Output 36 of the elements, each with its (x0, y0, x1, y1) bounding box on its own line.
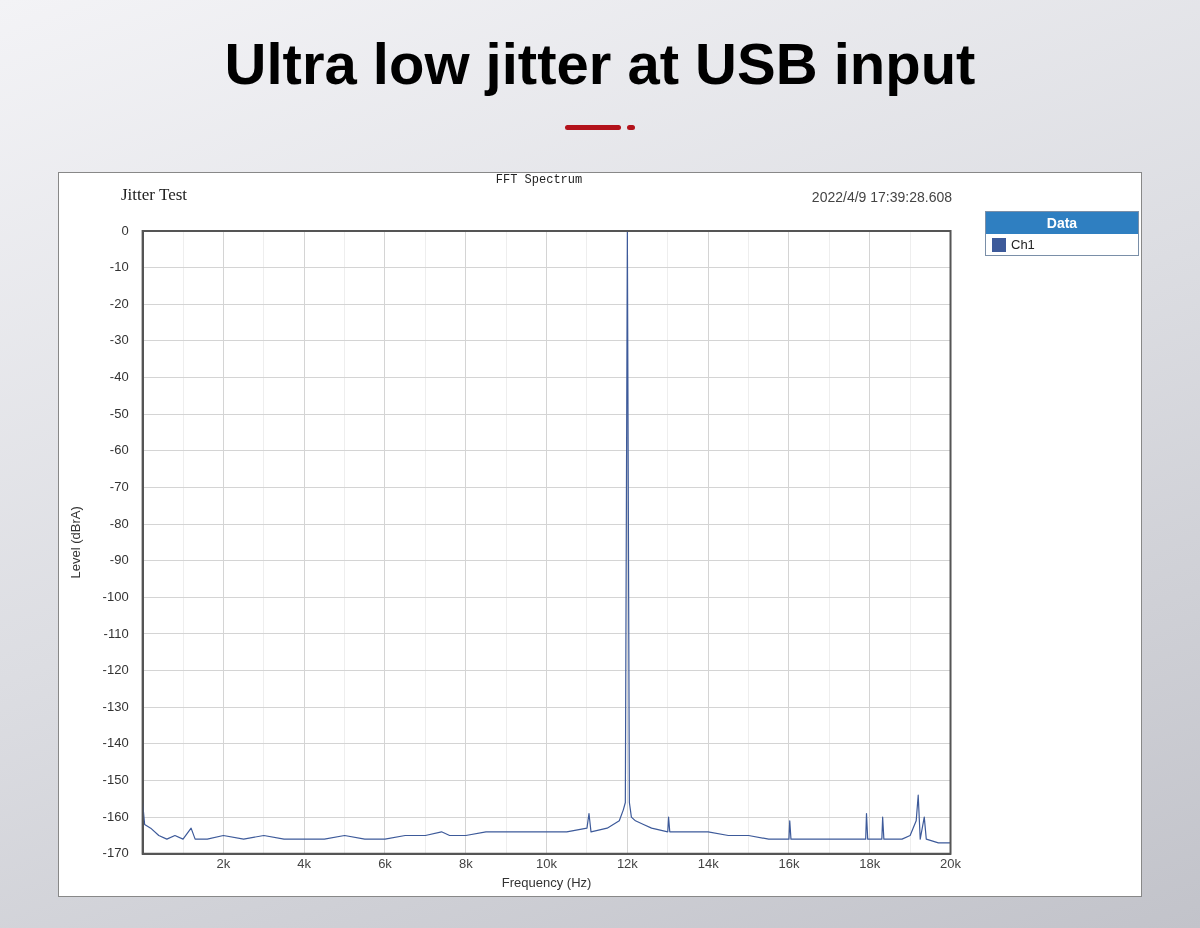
y-axis-title: Level (dBrA) (68, 506, 84, 579)
x-tick-label: 18k (859, 856, 881, 872)
x-tick-label: 8k (458, 856, 474, 872)
y-tick-label: -170 (102, 845, 129, 861)
x-tick-label: 12k (616, 856, 639, 872)
y-tick-label: -130 (102, 698, 129, 714)
y-tick-label: -30 (109, 332, 129, 348)
x-tick-label: 2k (216, 856, 231, 872)
y-tick-label: -110 (103, 625, 129, 641)
y-tick-label: -150 (102, 772, 129, 788)
y-tick-label: -80 (109, 515, 129, 531)
y-tick-label: -60 (109, 442, 129, 458)
y-tick-label: -100 (102, 588, 129, 604)
y-tick-label: -90 (109, 552, 129, 568)
text: Jitter Test (121, 185, 188, 205)
x-tick-label: 14k (697, 856, 720, 872)
x-tick-label: 10k (536, 856, 558, 872)
y-tick-label: -120 (102, 662, 129, 678)
chart-subtitle: FFT Spectrum (495, 173, 583, 187)
x-axis-title: Frequency (Hz) (501, 874, 592, 890)
x-tick-label: 4k (297, 856, 312, 872)
y-tick-label: -140 (102, 735, 129, 751)
y-tick-label: -70 (109, 479, 129, 495)
x-tick-label: 16k (778, 856, 800, 872)
y-tick-label: -160 (102, 808, 129, 824)
y-tick-label: -10 (109, 259, 129, 275)
y-tick-label: -50 (109, 405, 129, 421)
chart-title: Ultra low jitter at USB input (223, 30, 977, 97)
y-tick-label: -40 (109, 369, 129, 385)
legend-title: Data (986, 212, 1138, 234)
y-tick-label: -20 (109, 295, 129, 311)
y-tick-label: 0 (121, 222, 129, 238)
x-tick-label: 20k (940, 856, 962, 872)
legend-label: Ch1 (1011, 237, 1035, 252)
x-tick-label: 6k (378, 856, 393, 872)
text: 2022/4/9 17:39:28.608 (810, 189, 952, 205)
